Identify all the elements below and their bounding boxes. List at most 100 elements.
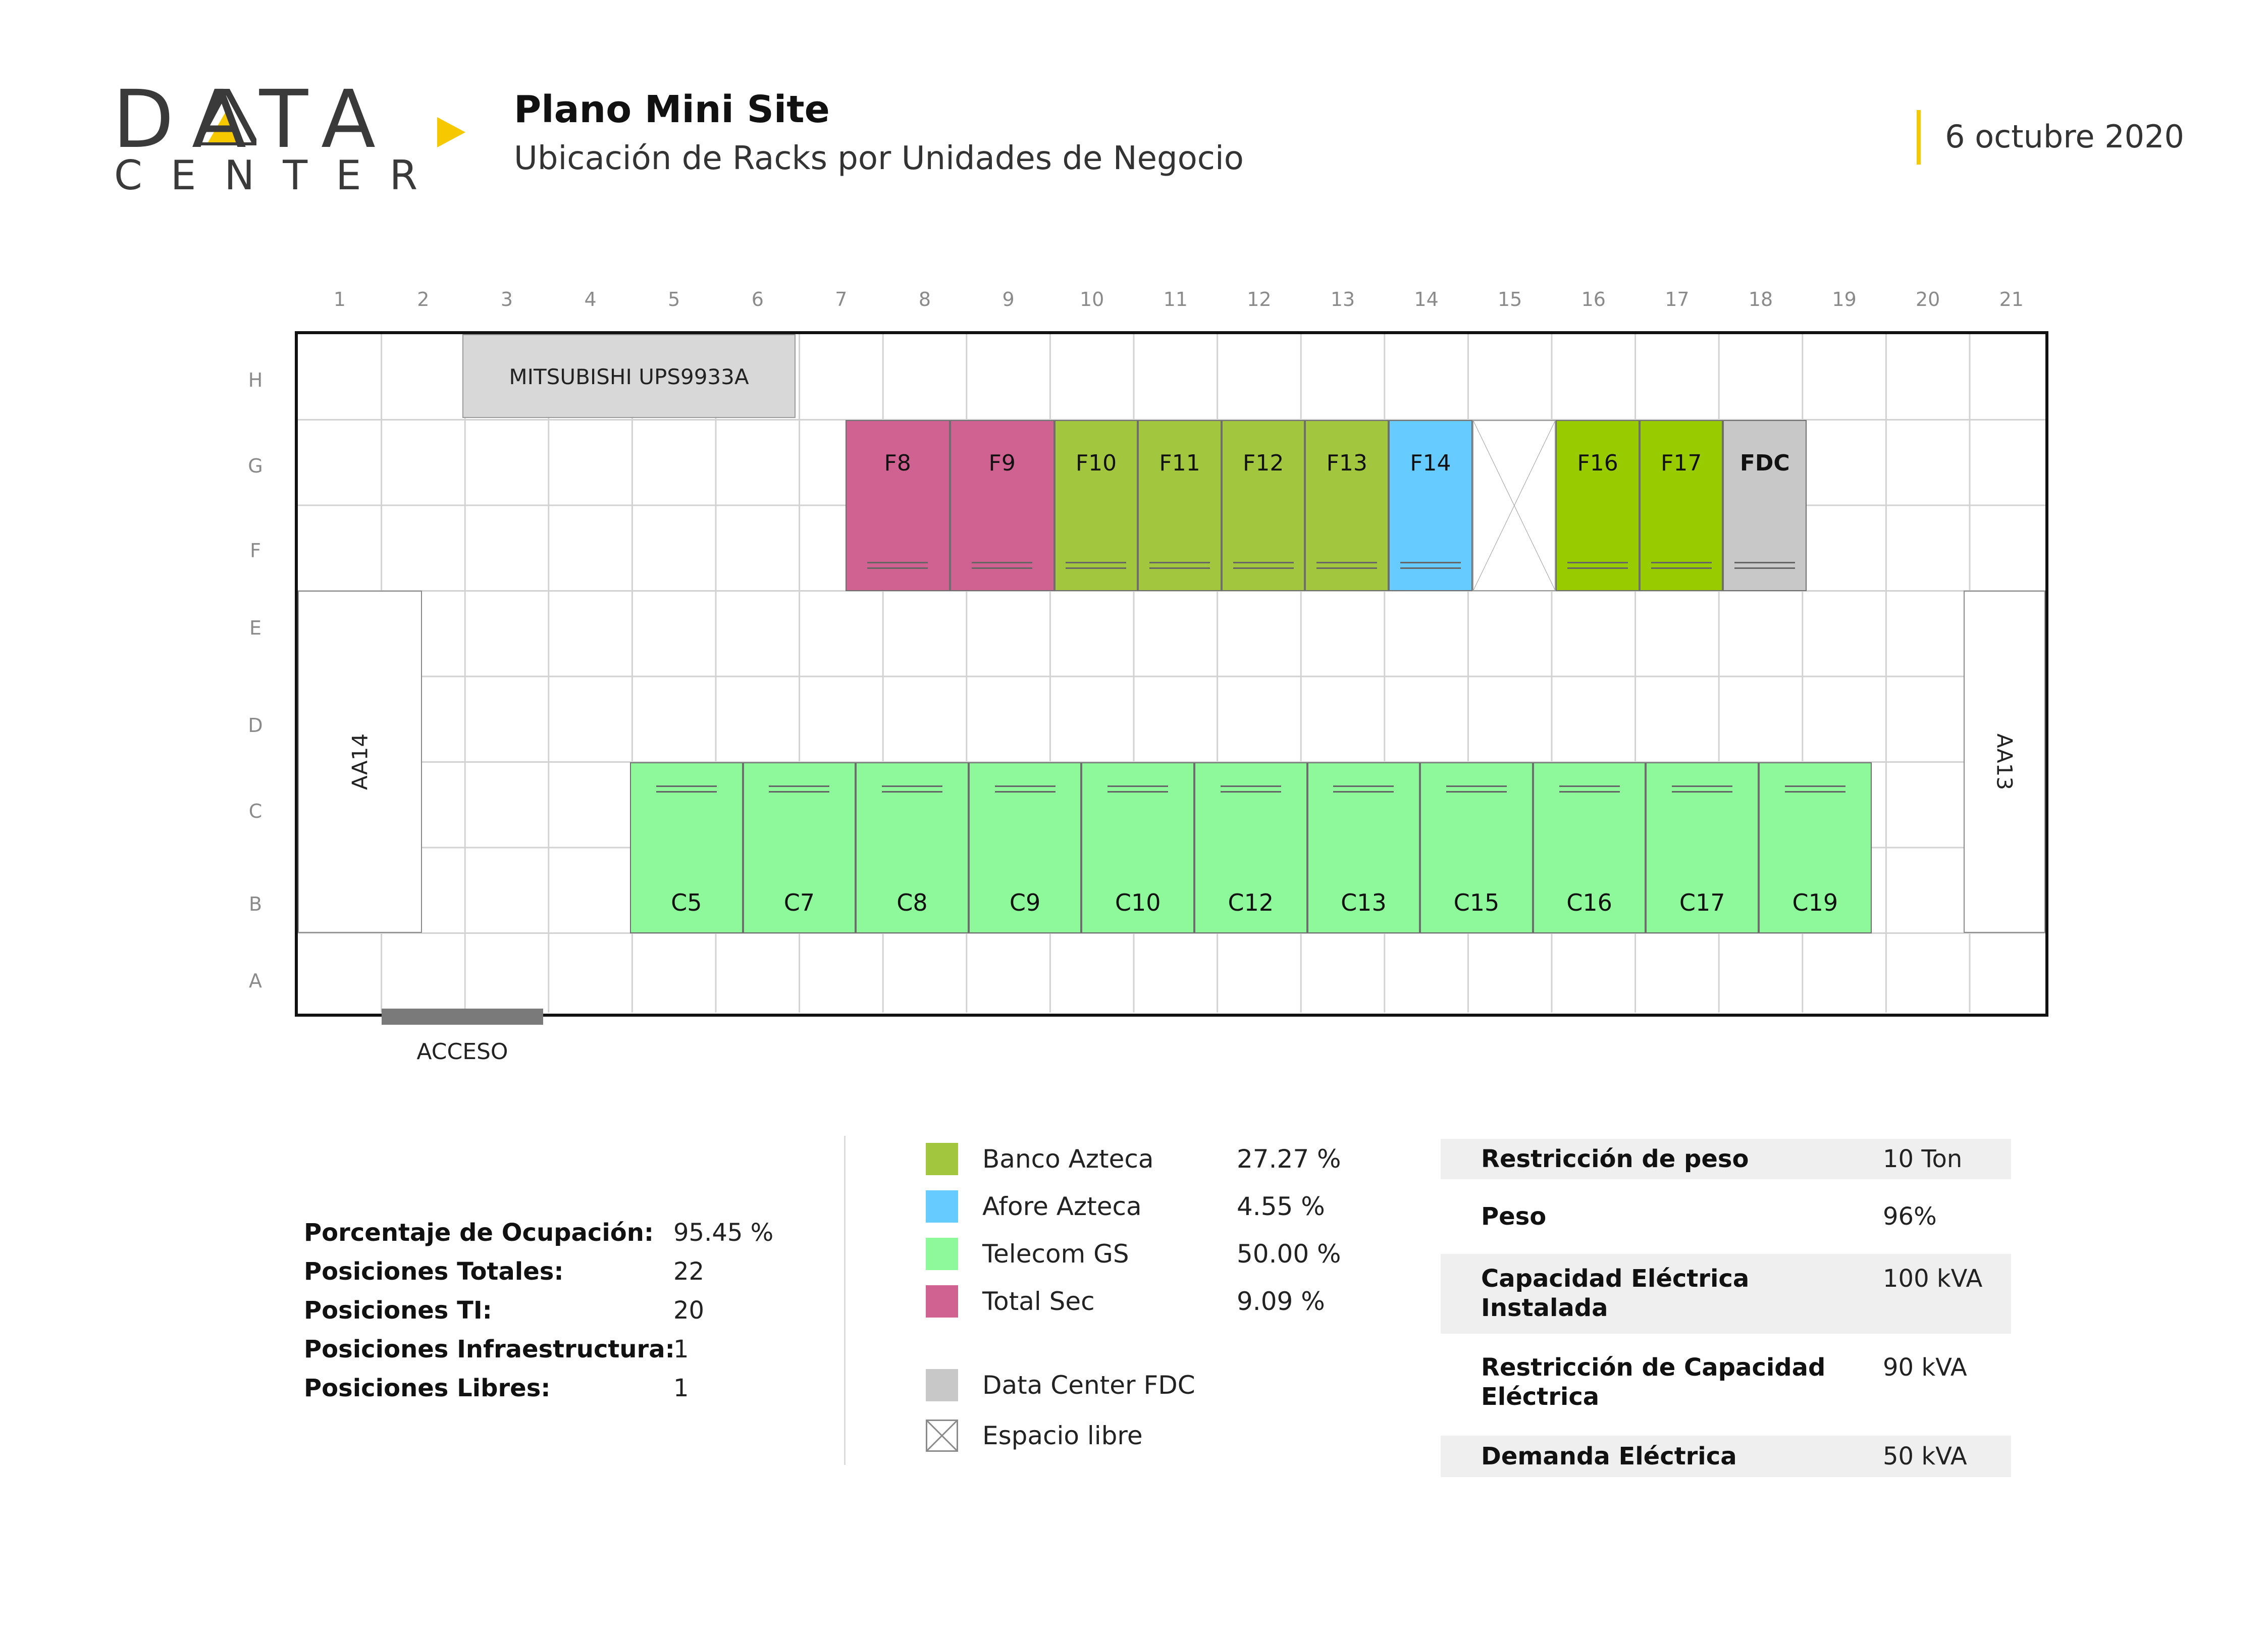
rack-c5[interactable]: C5 bbox=[630, 762, 743, 933]
rack-c15[interactable]: C15 bbox=[1420, 762, 1533, 933]
rack-c9[interactable]: C9 bbox=[968, 762, 1082, 933]
rack-f10[interactable]: F10 bbox=[1054, 419, 1138, 591]
rack-marker-lines bbox=[867, 561, 928, 569]
column-label: 18 bbox=[1748, 288, 1773, 310]
column-label: 2 bbox=[417, 288, 430, 310]
rack-fdc[interactable]: FDC bbox=[1723, 419, 1807, 591]
column-label: 5 bbox=[668, 288, 680, 310]
rack-c16[interactable]: C16 bbox=[1533, 762, 1646, 933]
rack-free-space[interactable] bbox=[1472, 419, 1556, 591]
spec-value: 100 kVA bbox=[1883, 1265, 1983, 1293]
rack-label: C10 bbox=[1115, 888, 1161, 916]
air-unit-aa13[interactable]: AA13 bbox=[1964, 591, 2045, 933]
row-label: A bbox=[249, 970, 262, 992]
spec-label: Restricción de peso bbox=[1481, 1145, 1749, 1173]
rack-marker-lines bbox=[1559, 785, 1620, 793]
page-subtitle: Ubicación de Racks por Unidades de Negoc… bbox=[514, 140, 1244, 177]
rack-label: F10 bbox=[1075, 450, 1117, 476]
rack-c7[interactable]: C7 bbox=[743, 762, 856, 933]
rack-label: C9 bbox=[1009, 888, 1041, 916]
rack-c17[interactable]: C17 bbox=[1646, 762, 1759, 933]
column-label: 6 bbox=[751, 288, 764, 310]
spec-row: Restricción de Capacidad Eléctrica 90 kV… bbox=[1441, 1334, 2011, 1436]
free-space-icon bbox=[926, 1420, 958, 1452]
rack-label: C8 bbox=[896, 888, 928, 916]
rack-label: C19 bbox=[1792, 888, 1838, 916]
rack-c10[interactable]: C10 bbox=[1081, 762, 1194, 933]
column-label: 16 bbox=[1581, 288, 1606, 310]
rack-label: C15 bbox=[1453, 888, 1500, 916]
legend-name: Data Center FDC bbox=[982, 1371, 1195, 1400]
legend-swatch bbox=[926, 1369, 958, 1401]
rack-marker-lines bbox=[1651, 561, 1712, 569]
rack-label: F16 bbox=[1577, 450, 1618, 476]
rack-label: F9 bbox=[988, 450, 1016, 476]
column-label: 17 bbox=[1665, 288, 1690, 310]
air-unit-aa14[interactable]: AA14 bbox=[298, 591, 422, 933]
spec-value: 10 Ton bbox=[1883, 1145, 1963, 1173]
legend-swatch bbox=[926, 1190, 958, 1223]
rack-marker-lines bbox=[769, 785, 830, 793]
rack-f14[interactable]: F14 bbox=[1389, 419, 1472, 591]
rack-marker-lines bbox=[1333, 785, 1394, 793]
row-label: D bbox=[248, 714, 263, 737]
air-unit-label: AA14 bbox=[347, 733, 373, 791]
stat-label: Posiciones Totales: bbox=[304, 1257, 564, 1286]
legend-item: Total Sec 9.09 % bbox=[926, 1285, 1380, 1318]
rack-marker-lines bbox=[1672, 785, 1733, 793]
stat-label: Posiciones Libres: bbox=[304, 1374, 551, 1402]
legend-swatch bbox=[926, 1143, 958, 1175]
column-label: 11 bbox=[1163, 288, 1188, 310]
column-label: 12 bbox=[1247, 288, 1272, 310]
row-label: C bbox=[248, 800, 262, 822]
column-label: 21 bbox=[1999, 288, 2024, 310]
logo-subword: CENTER bbox=[114, 152, 446, 199]
rack-label: F17 bbox=[1661, 450, 1702, 476]
rack-c12[interactable]: C12 bbox=[1194, 762, 1307, 933]
access-door[interactable] bbox=[382, 1009, 543, 1025]
ups-label: MITSUBISHI UPS9933A bbox=[509, 364, 749, 389]
page-title: Plano Mini Site bbox=[514, 88, 830, 131]
legend-item: Banco Azteca 27.27 % bbox=[926, 1143, 1380, 1175]
stat-row: Posiciones Libres: 1 bbox=[304, 1373, 809, 1403]
rack-f12[interactable]: F12 bbox=[1221, 419, 1305, 591]
rack-label: C5 bbox=[671, 888, 702, 916]
column-label: 7 bbox=[835, 288, 848, 310]
stat-value: 95.45 % bbox=[673, 1219, 774, 1247]
rack-c8[interactable]: C8 bbox=[856, 762, 969, 933]
legend-percent: 50.00 % bbox=[1237, 1239, 1341, 1269]
ups-unit[interactable]: MITSUBISHI UPS9933A bbox=[462, 334, 796, 418]
legend-item: Afore Azteca 4.55 % bbox=[926, 1190, 1380, 1223]
legend-name: Espacio libre bbox=[982, 1421, 1143, 1450]
rack-f8[interactable]: F8 bbox=[845, 419, 950, 591]
column-label: 10 bbox=[1080, 288, 1104, 310]
rack-marker-lines bbox=[972, 561, 1033, 569]
column-label: 15 bbox=[1498, 288, 1522, 310]
spec-label: Peso bbox=[1481, 1202, 1547, 1231]
rack-label: F12 bbox=[1243, 450, 1284, 476]
rack-f13[interactable]: F13 bbox=[1305, 419, 1389, 591]
column-label: 8 bbox=[918, 288, 931, 310]
legend-swatch bbox=[926, 1285, 958, 1318]
air-unit-label: AA13 bbox=[1992, 733, 2017, 791]
rack-marker-lines bbox=[1107, 785, 1169, 793]
rack-marker-lines bbox=[1233, 561, 1294, 569]
rack-c13[interactable]: C13 bbox=[1307, 762, 1420, 933]
stat-label: Posiciones TI: bbox=[304, 1296, 492, 1325]
spec-value: 90 kVA bbox=[1883, 1353, 1967, 1382]
row-label: H bbox=[248, 369, 263, 391]
legend-swatch bbox=[926, 1238, 958, 1270]
row-label: B bbox=[248, 893, 262, 915]
rack-f17[interactable]: F17 bbox=[1639, 419, 1723, 591]
rack-label: C16 bbox=[1566, 888, 1612, 916]
rack-f11[interactable]: F11 bbox=[1138, 419, 1222, 591]
rack-label: C12 bbox=[1228, 888, 1274, 916]
legend-item: Espacio libre bbox=[926, 1420, 1380, 1452]
spec-row: Demanda Eléctrica 50 kVA bbox=[1441, 1436, 2011, 1477]
rack-f9[interactable]: F9 bbox=[950, 419, 1054, 591]
rack-label: C7 bbox=[783, 888, 815, 916]
rack-f16[interactable]: F16 bbox=[1556, 419, 1640, 591]
spec-label: Capacidad Eléctrica Instalada bbox=[1481, 1265, 1750, 1322]
legend-name: Telecom GS bbox=[982, 1239, 1129, 1269]
rack-c19[interactable]: C19 bbox=[1759, 762, 1872, 933]
